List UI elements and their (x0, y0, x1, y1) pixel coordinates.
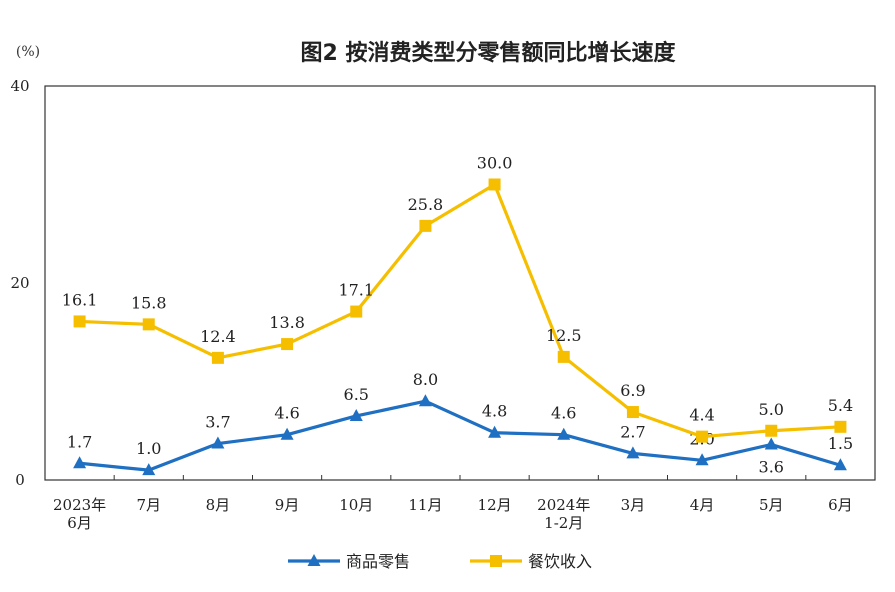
x-tick-label: 9月 (275, 496, 300, 514)
data-label: 3.7 (205, 413, 230, 432)
data-label: 1.5 (828, 434, 853, 453)
legend-marker (307, 554, 321, 566)
data-point (419, 219, 432, 232)
data-label: 5.4 (828, 396, 853, 415)
data-label: 6.5 (344, 385, 369, 404)
legend-item: 餐饮收入 (470, 552, 592, 571)
x-tick-label: 10月 (339, 496, 373, 514)
data-point (73, 315, 86, 328)
data-label: 2.7 (620, 422, 645, 441)
y-axis-unit: (%) (16, 44, 40, 60)
data-point (142, 463, 156, 476)
data-point (764, 437, 778, 450)
data-point (488, 425, 502, 438)
data-label: 12.4 (200, 327, 236, 346)
x-tick-label: 5月 (759, 496, 784, 514)
series-line (79, 399, 841, 472)
data-label: 13.8 (269, 313, 305, 332)
series-layer: 1.71.03.74.66.58.04.84.62.72.03.61.516.1… (62, 154, 853, 477)
data-point (280, 427, 294, 440)
y-tick-label: 40 (10, 77, 29, 95)
plot-frame (44, 85, 876, 481)
x-tick-label: 4月 (690, 496, 715, 514)
data-label: 25.8 (408, 195, 444, 214)
data-label: 17.1 (338, 281, 374, 300)
series-1: 16.1 15.8 12.4 13.8 17.1 25.8 30.0 12.5 6.9 4.4 5.… (62, 154, 853, 443)
x-tick-label: 11月 (408, 496, 442, 514)
data-point (696, 430, 709, 443)
data-point (626, 446, 640, 459)
legend-label: 餐饮收入 (528, 552, 592, 571)
data-point (142, 318, 155, 331)
x-tick-label: 8月 (206, 496, 231, 514)
y-axis: 0 20 40 (10, 77, 29, 489)
data-point (211, 351, 224, 364)
data-point (488, 178, 501, 191)
series-line (79, 182, 841, 439)
legend: 商品零售 餐饮收入 (288, 552, 592, 571)
data-point (557, 427, 571, 440)
data-label: 5.0 (759, 400, 784, 419)
x-tick-label: 6月 (828, 496, 853, 514)
y-tick-label: 20 (10, 274, 29, 292)
x-tick-label: 3月 (621, 496, 646, 514)
legend-label: 商品零售 (346, 552, 410, 571)
data-point (834, 420, 847, 433)
data-label: 16.1 (62, 290, 98, 309)
data-label: 4.4 (689, 406, 714, 425)
x-tick-label: 1-2月 (544, 514, 583, 532)
data-label: 12.5 (546, 326, 582, 345)
legend-item: 商品零售 (288, 552, 410, 571)
x-tick-label: 2024年 (537, 496, 590, 514)
data-label: 4.8 (482, 402, 507, 421)
data-point (73, 456, 87, 469)
data-point (765, 424, 778, 437)
data-label: 4.6 (274, 404, 299, 423)
data-label: 1.0 (136, 439, 161, 458)
y-tick-label: 0 (15, 471, 25, 489)
series-0: 1.71.03.74.66.58.04.84.62.72.03.61.5 (67, 370, 853, 476)
data-point (349, 408, 363, 421)
data-label: 3.6 (759, 458, 784, 477)
x-tick-label: 6月 (67, 514, 92, 532)
data-point (695, 453, 709, 466)
legend-marker (490, 555, 502, 567)
data-label: 15.8 (131, 293, 167, 312)
data-point (833, 458, 847, 471)
data-point (211, 436, 225, 449)
data-label: 30.0 (477, 154, 513, 173)
data-point (418, 394, 432, 407)
data-point (626, 406, 639, 419)
data-label: 6.9 (620, 381, 645, 400)
data-point (281, 338, 294, 351)
x-tick-label: 2023年 (53, 496, 106, 514)
data-point (557, 350, 570, 363)
data-label: 4.6 (551, 404, 576, 423)
chart-title: 图2 按消费类型分零售额同比增长速度 (301, 40, 677, 66)
x-tick-label: 7月 (136, 496, 161, 514)
data-label: 8.0 (413, 370, 438, 389)
data-point (350, 305, 363, 318)
x-tick-label: 12月 (478, 496, 512, 514)
data-label: 1.7 (67, 432, 92, 451)
